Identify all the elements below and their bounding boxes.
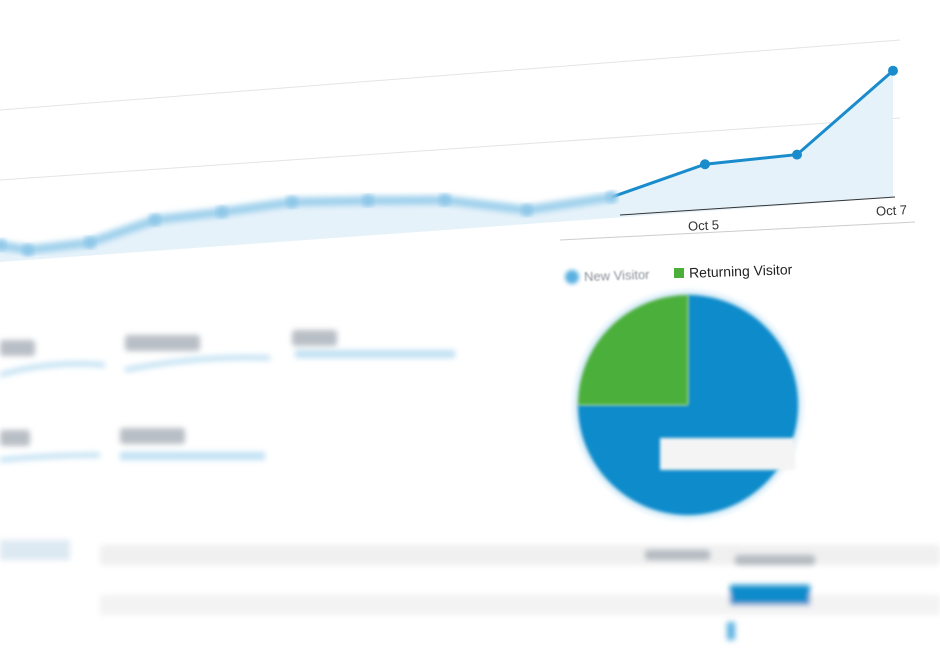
data-point: [22, 243, 34, 256]
data-point: [0, 239, 6, 251]
data-point: [362, 194, 374, 207]
metric-value-blurred: [292, 330, 337, 346]
data-point: [521, 204, 533, 217]
series-line-blurred: [0, 192, 613, 255]
metric-value-blurred: [0, 430, 30, 446]
metric-value-blurred: [120, 428, 185, 444]
data-point: [606, 190, 618, 203]
data-point: [439, 193, 451, 206]
legend-returning-visitor-swatch: [674, 268, 684, 278]
column-header-blurred: [735, 555, 815, 565]
x-tick-label: Oct 5: [687, 217, 720, 234]
column-header-blurred: [645, 550, 710, 560]
legend-new-visitor-swatch: [565, 270, 579, 284]
legend-new-visitor: New Visitor: [583, 266, 650, 285]
metric-value-blurred: [125, 335, 200, 351]
data-point: [84, 236, 96, 249]
gridline: [0, 117, 901, 181]
pie-tooltip: [660, 438, 795, 470]
gridline: [0, 39, 901, 111]
data-point: [700, 159, 710, 170]
data-point: [792, 149, 802, 160]
gridlines: [0, 39, 901, 181]
axis-divider: [559, 221, 916, 241]
pie-slice[interactable]: [578, 295, 688, 405]
data-point: [216, 206, 228, 219]
metric-cards: [0, 350, 940, 640]
data-point: [149, 213, 161, 226]
x-axis: [619, 196, 896, 216]
data-point: [888, 65, 898, 76]
metric-value-blurred: [0, 340, 35, 356]
data-point: [286, 195, 298, 208]
series-line: [611, 69, 894, 199]
x-tick-label: Oct 7: [875, 202, 908, 219]
